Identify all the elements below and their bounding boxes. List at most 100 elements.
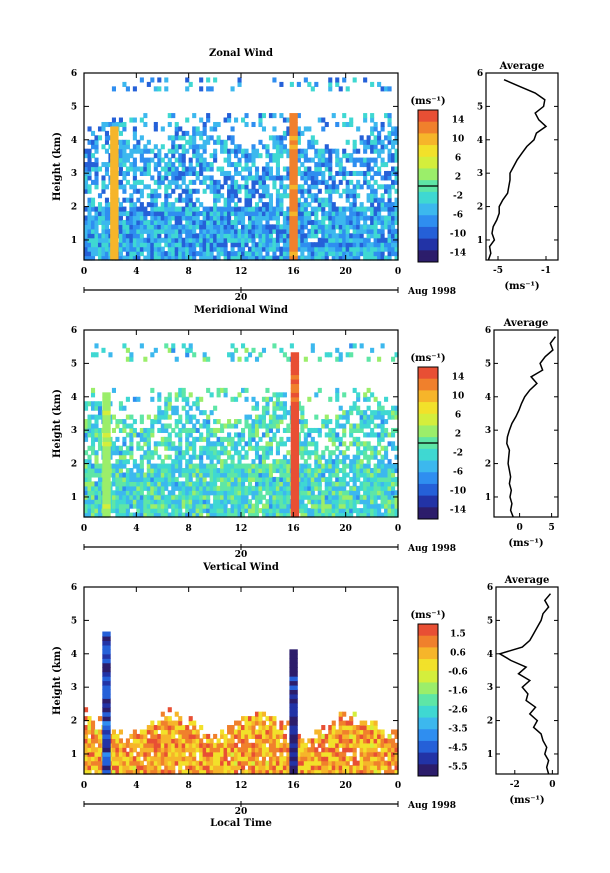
heatmap-cell [268,246,273,252]
heatmap-cell [164,725,169,731]
heatmap-cell [132,228,137,234]
heatmap-cell [307,427,312,433]
heatmap-cell [251,211,256,217]
event-streak-cell [102,494,111,500]
heatmap-cell [143,144,148,150]
colorbar-swatch [418,495,438,502]
heatmap-cell [150,77,155,83]
heatmap-cell [275,459,280,465]
heatmap-cell [314,211,319,217]
heatmap-cell [384,476,389,482]
heatmap-cell [272,392,277,398]
heatmap-cell [307,81,312,87]
heatmap-cell [377,211,382,217]
heatmap-cell [115,760,120,766]
heatmap-cell [296,760,301,766]
heatmap-cell [352,738,357,744]
heatmap-cell [164,481,169,487]
heatmap-cell [338,414,343,420]
heatmap-cell [202,410,207,416]
heatmap-cell [391,432,396,438]
heatmap-cell [192,215,197,221]
heatmap-cell [314,175,319,181]
heatmap-cell [188,481,193,487]
heatmap-cell [223,144,228,150]
heatmap-cell [192,472,197,478]
event-streak-cell [289,206,298,212]
heatmap-cell [213,769,218,775]
heatmap-cell [188,157,193,163]
heatmap-cell [363,255,368,261]
heatmap-cell [206,441,211,447]
heatmap-cell [209,454,214,460]
heatmap-cell [387,153,392,159]
heatmap-cell [254,251,260,257]
heatmap-cell [167,113,172,119]
heatmap-cell [139,419,144,425]
heatmap-cell [220,499,225,505]
heatmap-cell [303,436,308,442]
heatmap-cell [380,242,385,248]
heatmap-cell [94,751,99,757]
heatmap-cell [254,242,260,248]
heatmap-cell [275,503,280,509]
heatmap-cell [258,445,263,451]
heatmap-cell [206,206,211,212]
heatmap-cell [94,450,99,456]
heatmap-cell [115,121,120,128]
heatmap-cell [314,170,319,176]
heatmap-cell [363,738,368,744]
heatmap-cell [268,166,273,172]
heatmap-cell [167,441,172,447]
heatmap-cell [216,738,221,744]
heatmap-cell [136,224,141,230]
heatmap-cell [192,760,197,766]
heatmap-cell [174,246,179,252]
heatmap-cell [87,729,92,735]
heatmap-cell [185,769,190,775]
heatmap-cell [104,219,110,225]
heatmap-cell [213,760,218,766]
heatmap-cell [352,459,357,465]
heatmap-cell [321,742,326,748]
heatmap-cells [84,343,399,518]
heatmap-cell [230,472,235,478]
heatmap-cell [282,472,287,478]
heatmap-cell [261,508,267,514]
heatmap-cell [268,738,273,744]
heatmap-cell [174,405,179,411]
event-streak-cell [290,427,300,433]
heatmap-cell [310,170,315,176]
heatmap-cell [213,476,218,482]
heatmap-cell [129,747,134,753]
heatmap-cell [234,162,239,168]
heatmap-cell [118,450,123,456]
heatmap-cell [150,202,155,208]
heatmap-cell [391,242,396,248]
heatmap-cell [296,206,301,212]
heatmap-cell [185,206,190,212]
heatmap-cell [279,113,284,119]
heatmap-cell [199,251,204,257]
heatmap-cell [384,450,389,456]
heatmap-cell [84,419,89,425]
heatmap-cell [199,432,204,438]
heatmap-cell [227,135,232,141]
heatmap-cell [195,401,200,407]
heatmap-cell [118,729,123,735]
heatmap-cell [352,463,357,469]
heatmap-cell [321,153,326,159]
heatmap-cell [349,242,354,248]
heatmap-cell [146,512,151,518]
heatmap-cell [167,742,172,748]
heatmap-cell [84,436,89,442]
heatmap-cell [129,251,134,257]
heatmap-cell [185,193,190,199]
heatmap-cell [251,436,256,442]
heatmap-cell [153,126,158,132]
heatmap-cell [296,747,301,753]
heatmap-cell [178,184,183,190]
heatmap-cell [171,751,176,757]
heatmap-cell [363,157,368,163]
heatmap-cell [300,193,305,199]
